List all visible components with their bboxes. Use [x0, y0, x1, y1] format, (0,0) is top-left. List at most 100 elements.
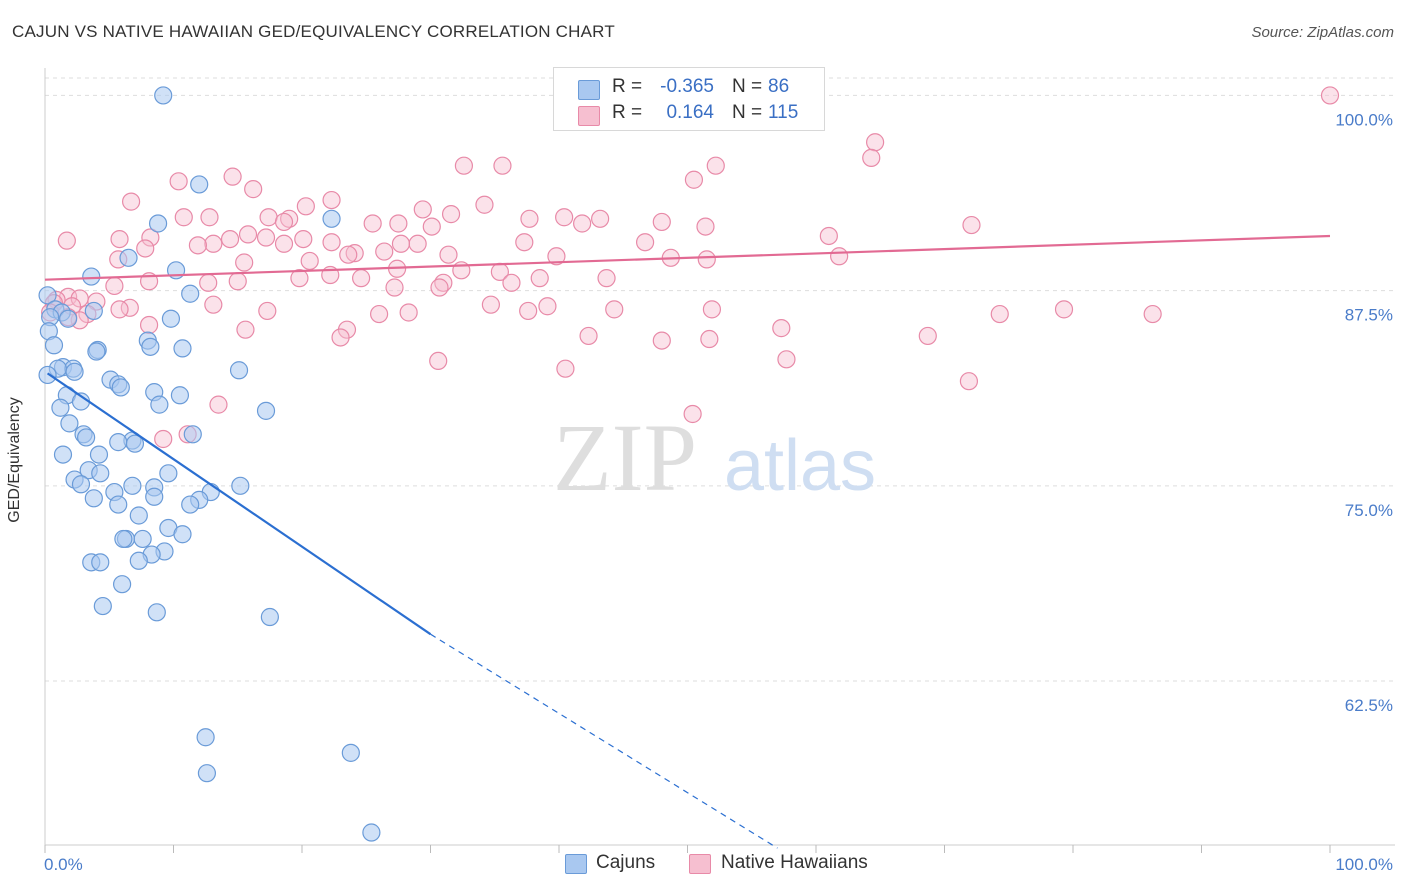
legend-r-value: -0.365 [660, 76, 714, 97]
chart-title: CAJUN VS NATIVE HAWAIIAN GED/EQUIVALENCY… [12, 22, 615, 41]
hawaiian-point [684, 170, 704, 189]
cajun-point [125, 434, 145, 453]
hawaiian-point [228, 272, 247, 291]
cajun-point [114, 529, 133, 549]
source-label: Source: ZipAtlas.com [1251, 24, 1394, 41]
hawaiian-point [294, 229, 313, 249]
hawaiian-point [352, 269, 371, 288]
cajun-point [190, 175, 209, 194]
hawaiian-point [110, 300, 129, 319]
hawaiian-point [597, 269, 616, 288]
hawaiian-point [169, 172, 188, 191]
hawaiian-point [105, 276, 124, 296]
cajun-point [148, 214, 168, 233]
cajun-point [51, 398, 70, 417]
cajun-point [82, 267, 101, 286]
hawaiian-point [502, 273, 521, 292]
hawaiian-points [41, 86, 1340, 449]
hawaiian-point [399, 303, 418, 322]
hawaiian-point [209, 395, 228, 414]
hawaiian-point [290, 269, 309, 288]
hawaiian-point [530, 269, 549, 288]
cajun-swatch [565, 854, 587, 874]
cajun-point [60, 414, 79, 433]
cajun-trend-line [46, 372, 432, 636]
cajun-point [59, 309, 78, 328]
hawaiian-point [702, 300, 722, 319]
hawaiian-point [454, 156, 474, 175]
hawaiian-point [475, 195, 494, 214]
hawaiian-point [959, 372, 979, 391]
hawaiian-point [375, 242, 394, 261]
hawaiian-point [441, 205, 461, 224]
cajun-point [183, 425, 202, 444]
trend-lines [44, 234, 1331, 849]
cajun-point [112, 575, 132, 594]
hawaiian-point [363, 214, 382, 233]
cajun-point [154, 86, 173, 105]
hawaiian-point [413, 200, 432, 219]
hawaiian-point [697, 250, 716, 269]
hawaiian-point [235, 253, 254, 272]
hawaiian-point [236, 320, 255, 339]
cajun-point [89, 445, 109, 464]
hawaiian-point [322, 233, 341, 252]
hawaiian-point [188, 236, 208, 255]
cajun-point [150, 395, 169, 414]
hawaiian-point [391, 234, 411, 253]
hawaiian-point [777, 350, 796, 369]
cajun-point [173, 525, 192, 544]
axes [44, 68, 1395, 853]
hawaiian-point [280, 209, 299, 228]
cajun-point [197, 764, 217, 783]
hawaiian-point [1143, 304, 1162, 324]
cajun-point [231, 476, 250, 495]
cajun-point [93, 596, 112, 616]
hawaiian-point [429, 351, 448, 370]
hawaiian-point [538, 297, 557, 316]
cajun-point [84, 301, 103, 321]
hawaiian-point [519, 301, 538, 321]
hawaiian-point [605, 300, 624, 319]
watermark-atlas: atlas [724, 426, 876, 506]
x-tick-label: 100.0% [1335, 855, 1393, 874]
watermark-zip: ZIP [553, 404, 697, 511]
cajun-point [147, 603, 166, 622]
legend-box: R = -0.365 N = 86 R = 0.164 N = 115 [553, 67, 825, 131]
cajun-point [123, 476, 142, 495]
cajun-point [129, 506, 148, 525]
hawaiian-point [579, 326, 598, 346]
hawaiian-point [430, 278, 449, 297]
cajun-point [170, 386, 190, 405]
hawaiian-swatch [689, 854, 711, 874]
cajun-point [181, 284, 200, 303]
watermark: ZIP atlas [553, 404, 876, 511]
hawaiian-point [141, 228, 160, 247]
cajun-point [173, 339, 192, 358]
hawaiian-point [322, 190, 341, 210]
legend-n-value: 86 [768, 76, 790, 97]
hawaiian-point [481, 295, 500, 314]
hawaiian-point [110, 229, 129, 249]
cajun-point [260, 607, 279, 627]
hawaiian-point [223, 167, 242, 186]
hawaiian-point [274, 212, 294, 232]
hawaiian-point [204, 234, 223, 253]
hawaiian-point [696, 217, 715, 236]
hawaiian-point [515, 233, 534, 252]
hawaiian-point [339, 245, 358, 264]
cajun-point [44, 336, 64, 355]
hawaiian-point [573, 214, 592, 233]
legend-n-label: N = [732, 76, 763, 97]
cajun-point [161, 309, 181, 328]
hawaiian-point [274, 234, 294, 253]
bottom-legend-label: Cajuns [596, 852, 656, 873]
bottom-legend-label: Native Hawaiians [721, 852, 868, 873]
cajun-point [109, 433, 128, 452]
hawaiian-point [345, 244, 364, 263]
hawaiian-point [547, 247, 566, 266]
hawaiian-point [296, 197, 315, 216]
hawaiian-point [385, 278, 404, 297]
hawaiian-point [220, 229, 240, 249]
